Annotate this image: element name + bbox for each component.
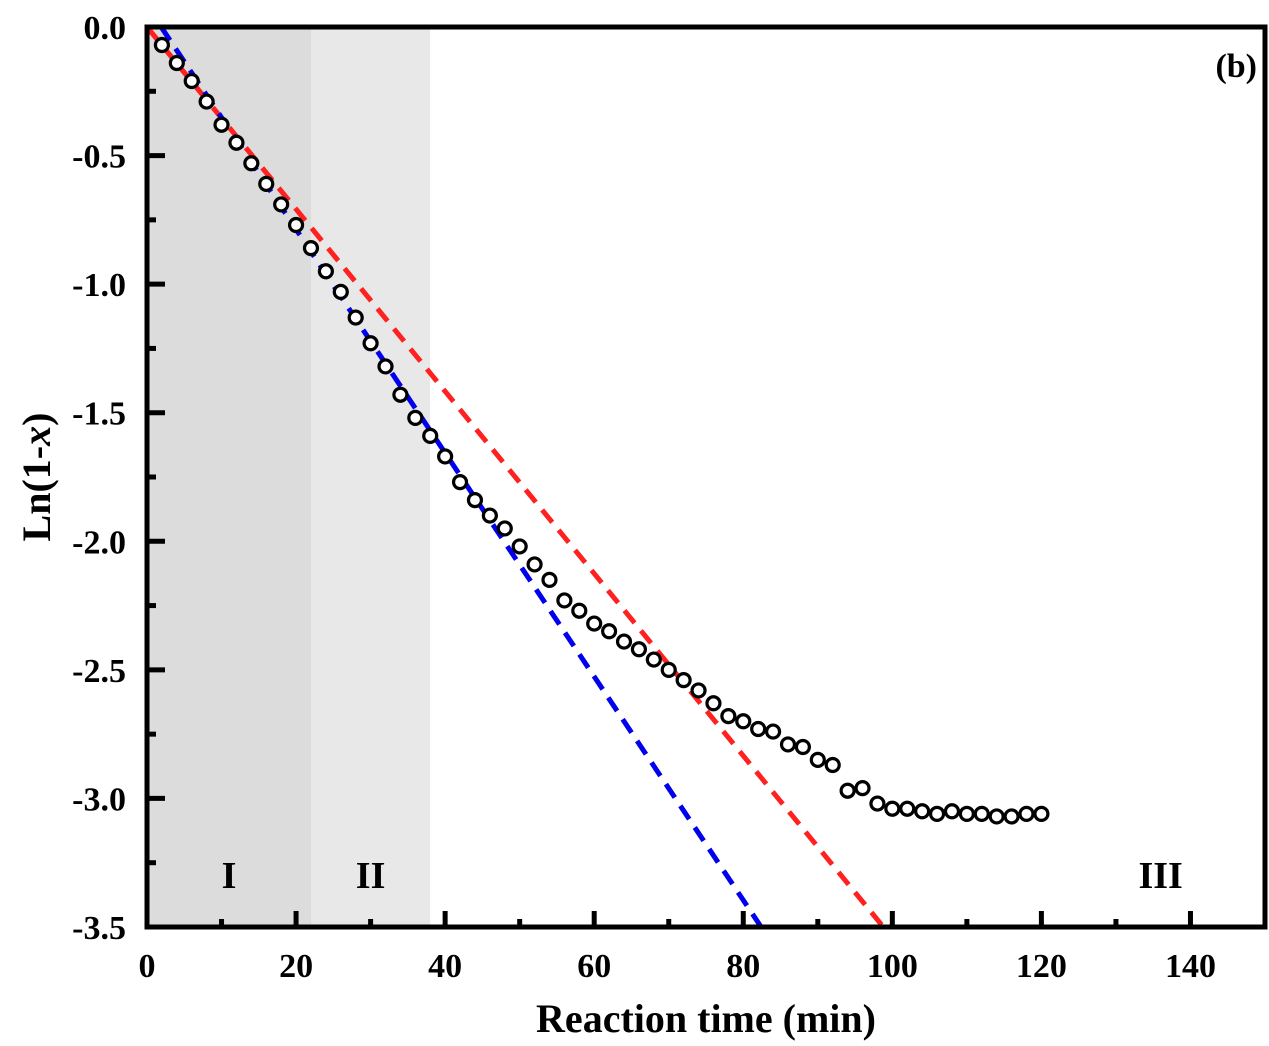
plot-frame <box>144 24 1268 930</box>
data-point <box>466 492 484 509</box>
region-III <box>430 27 1265 927</box>
y-tick-label: -0.5 <box>72 139 126 176</box>
data-point <box>541 571 558 588</box>
data-point <box>258 175 275 192</box>
data-points <box>153 36 1050 825</box>
data-point <box>481 507 498 524</box>
y-axis-label-prefix: Ln(1- <box>14 446 59 542</box>
data-point <box>750 720 767 738</box>
data-point <box>690 682 707 699</box>
data-point <box>943 803 961 820</box>
region-label-I: I <box>222 855 237 897</box>
data-point <box>422 427 439 444</box>
data-point <box>809 751 826 768</box>
y-tick-label: -2.5 <box>72 653 126 690</box>
data-point <box>869 795 886 812</box>
data-point <box>213 116 230 133</box>
data-point <box>347 309 364 326</box>
data-point <box>1018 805 1035 822</box>
data-point <box>526 556 543 573</box>
data-point <box>511 538 528 555</box>
data-point <box>273 196 290 213</box>
data-point <box>153 36 171 54</box>
data-point <box>928 805 946 822</box>
data-point <box>168 54 185 72</box>
data-point <box>675 672 692 689</box>
y-tick-label: -3.5 <box>72 910 126 947</box>
data-point <box>362 335 379 352</box>
data-point <box>571 602 588 619</box>
panel-label: (b) <box>1215 48 1257 85</box>
y-tick-labels: 0.0 -0.5 -1.0 -1.5 -2.0 -2.5 -3.0 -3.5 <box>72 10 126 947</box>
region-label-II: II <box>356 855 386 897</box>
region-shading <box>147 27 1265 927</box>
data-point <box>914 803 931 820</box>
data-point <box>615 633 633 650</box>
data-point <box>377 358 394 375</box>
x-tick-label: 40 <box>428 948 462 985</box>
y-axis-label: Ln(1-x) <box>14 413 59 542</box>
region-II <box>310 27 431 927</box>
data-point <box>451 474 469 491</box>
data-point <box>287 216 305 234</box>
region-I <box>147 27 311 927</box>
data-point <box>779 736 797 753</box>
x-tick-labels: 0 20 40 60 80 100 120 140 <box>139 948 1216 985</box>
data-point <box>228 134 245 151</box>
data-point <box>630 641 648 658</box>
data-point <box>839 782 856 799</box>
y-tick-label: -1.5 <box>72 396 126 433</box>
y-tick-label: -3.0 <box>72 781 126 818</box>
y-axis-label-var: x <box>14 426 59 447</box>
data-point <box>720 708 737 725</box>
data-point <box>764 723 782 740</box>
data-point <box>1033 805 1050 822</box>
data-point <box>660 661 677 678</box>
data-point <box>198 93 215 110</box>
data-point <box>407 409 424 426</box>
data-point <box>794 738 811 756</box>
x-tick-label: 60 <box>577 948 611 985</box>
x-axis-label: Reaction time (min) <box>536 996 876 1041</box>
x-tick-label: 120 <box>1016 948 1067 985</box>
region-labels: I II III <box>222 855 1183 897</box>
data-point <box>392 386 409 403</box>
y-axis-label-suffix: ) <box>14 413 59 426</box>
x-tick-label: 140 <box>1165 948 1216 985</box>
data-point <box>302 240 320 257</box>
y-tick-label: 0.0 <box>84 10 127 47</box>
data-point <box>988 808 1005 825</box>
data-point <box>735 713 752 730</box>
data-point <box>958 805 975 822</box>
x-tick-label: 20 <box>279 948 313 985</box>
x-tick-label: 100 <box>867 948 918 985</box>
x-tick-label: 80 <box>726 948 760 985</box>
data-point <box>1003 808 1020 825</box>
data-point <box>437 448 454 465</box>
data-point <box>899 800 916 817</box>
data-point <box>854 780 871 797</box>
data-point <box>556 592 573 609</box>
data-point <box>183 72 200 90</box>
data-point <box>973 805 990 822</box>
data-point <box>332 283 349 300</box>
data-point <box>317 263 334 280</box>
region-label-III: III <box>1138 855 1182 897</box>
data-point <box>601 623 618 640</box>
x-tick-label: 0 <box>139 948 156 985</box>
data-point <box>824 756 841 774</box>
data-point <box>705 695 722 712</box>
data-point <box>884 800 901 817</box>
data-point <box>586 615 603 632</box>
y-tick-label: -2.0 <box>72 524 126 561</box>
data-point <box>496 520 513 537</box>
y-tick-label: -1.0 <box>72 267 126 304</box>
data-point <box>243 155 260 172</box>
data-point <box>645 651 662 668</box>
